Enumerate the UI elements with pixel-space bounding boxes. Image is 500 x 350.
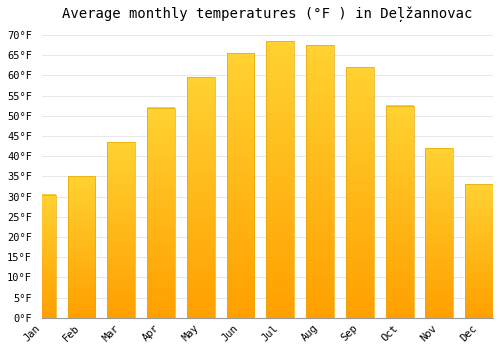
Bar bbox=[346, 67, 374, 318]
Bar bbox=[68, 176, 96, 318]
Bar bbox=[108, 142, 135, 318]
Bar bbox=[266, 41, 294, 318]
Bar bbox=[386, 106, 413, 318]
Bar bbox=[426, 148, 454, 318]
Bar bbox=[306, 45, 334, 318]
Bar bbox=[226, 53, 254, 318]
Bar bbox=[187, 77, 214, 318]
Bar bbox=[465, 184, 493, 318]
Bar bbox=[28, 195, 56, 318]
Bar bbox=[147, 108, 175, 318]
Title: Average monthly temperatures (°F ) in Deļžannovac: Average monthly temperatures (°F ) in De… bbox=[62, 7, 472, 22]
